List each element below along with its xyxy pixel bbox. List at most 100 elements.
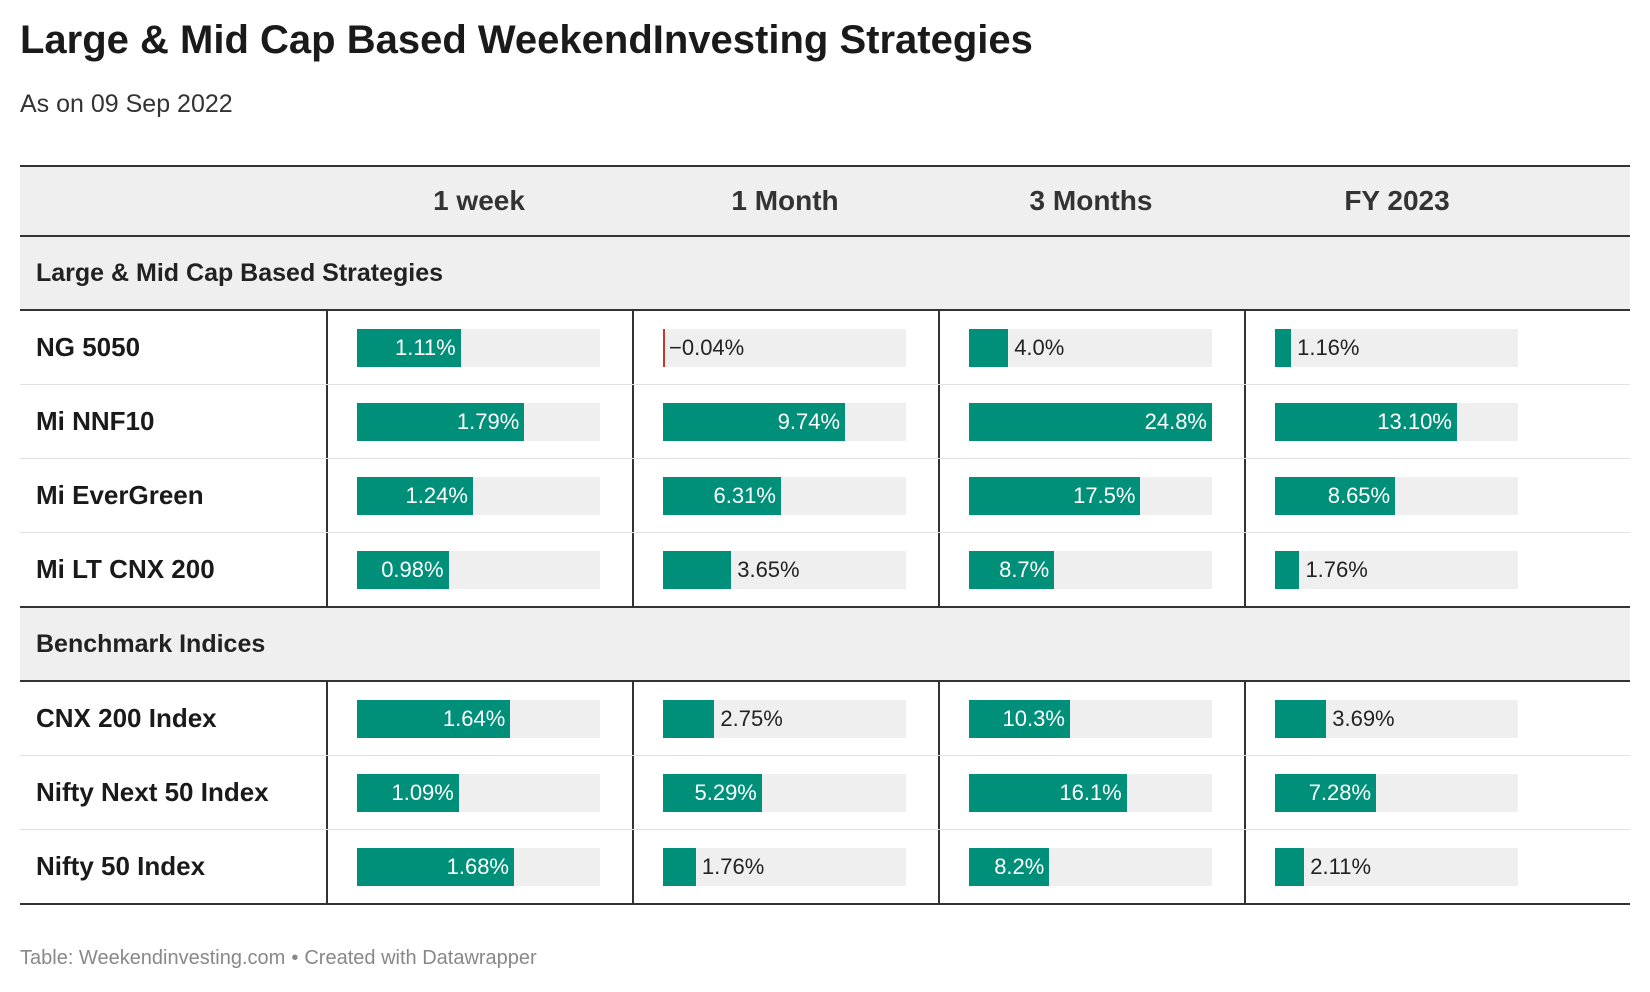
bar-track: 24.8% <box>969 403 1212 441</box>
bar-value-label: 24.8% <box>1144 409 1207 434</box>
column-divider <box>632 830 634 903</box>
bar-fill <box>1275 329 1292 367</box>
row-label: CNX 200 Index <box>36 703 217 733</box>
bar-fill <box>663 477 781 515</box>
bar-value-label: 1.68% <box>446 854 509 879</box>
group-label: Benchmark Indices <box>36 630 266 658</box>
bar-value-label: 1.09% <box>391 780 454 805</box>
column-divider <box>1244 682 1246 755</box>
column-header-1-month: 1 Month <box>731 185 839 216</box>
bar-track: 3.65% <box>663 551 906 589</box>
bar-value-label: 2.75% <box>720 706 783 731</box>
column-divider <box>938 385 940 458</box>
bar-value-label: −0.04% <box>669 335 745 360</box>
table-row: Mi NNF10 1.79% 9.74% 24.8% 13.10% <box>20 385 1630 459</box>
bar-track: 17.5% <box>969 477 1212 515</box>
row-label: Mi NNF10 <box>36 406 155 436</box>
bar-track: 1.64% <box>357 700 600 738</box>
bar-track: 1.76% <box>663 848 906 886</box>
footer-credit: Created with Datawrapper <box>304 947 537 969</box>
row-label: Mi EverGreen <box>36 480 204 510</box>
table-row: NG 5050 1.11% −0.04% 4.0% 1.16% <box>20 311 1630 385</box>
column-divider <box>1244 459 1246 532</box>
footer: Table: Weekendinvesting.com • Created with… <box>20 947 537 970</box>
bar-track: 1.24% <box>357 477 600 515</box>
chart-subtitle: As on 09 Sep 2022 <box>20 90 233 118</box>
data-table: 1 week 1 Month 3 Months FY 2023 Large & Mid… <box>20 165 1630 905</box>
bar-track: 9.74% <box>663 403 906 441</box>
table-row: Mi LT CNX 200 0.98% 3.65% 8.7% 1.76% <box>20 533 1630 608</box>
bar-fill <box>969 477 1141 515</box>
column-divider <box>938 756 940 829</box>
table-row: Nifty 50 Index 1.68% 1.76% 8.2% 2.11% <box>20 830 1630 905</box>
bar-fill <box>969 848 1050 886</box>
column-divider <box>938 682 940 755</box>
bar-fill <box>1275 700 1327 738</box>
bar-value-label: 1.16% <box>1297 335 1360 360</box>
bar-fill <box>1275 551 1300 589</box>
bar-value-label: 10.3% <box>1002 706 1065 731</box>
bar-fill <box>969 700 1070 738</box>
column-header-3-months: 3 Months <box>1029 185 1153 216</box>
bar-value-label: 17.5% <box>1073 483 1136 508</box>
bar-fill <box>663 403 846 441</box>
bar-fill <box>663 551 732 589</box>
footer-source: Table: Weekendinvesting.com <box>20 947 286 969</box>
bar-value-label: 0.98% <box>381 557 444 582</box>
bar-value-label: 8.2% <box>994 854 1045 879</box>
column-divider <box>938 533 940 606</box>
bar-value-label: 1.79% <box>456 409 520 434</box>
bar-fill <box>663 848 696 886</box>
bar-fill <box>357 848 514 886</box>
column-divider <box>326 459 328 532</box>
column-divider <box>632 533 634 606</box>
table-row: Nifty Next 50 Index 1.09% 5.29% 16.1% 7.28% <box>20 756 1630 830</box>
bar-track: 10.3% <box>969 700 1212 738</box>
bar-fill <box>1275 403 1457 441</box>
bar-fill <box>1275 774 1377 812</box>
bar-fill <box>357 700 511 738</box>
column-divider <box>632 459 634 532</box>
column-divider <box>938 830 940 903</box>
bar-value-label: 1.11% <box>394 335 456 360</box>
bar-value-label: 6.31% <box>713 483 776 508</box>
bar-value-label: 9.74% <box>777 409 841 434</box>
column-divider <box>326 385 328 458</box>
column-divider <box>326 533 328 606</box>
bar-track: 1.16% <box>1275 329 1518 367</box>
bar-value-label: 8.65% <box>1327 483 1391 508</box>
bar-track: 16.1% <box>969 774 1212 812</box>
bar-value-label: 13.10% <box>1377 409 1452 434</box>
column-divider <box>632 385 634 458</box>
bar-value-label: 1.24% <box>405 483 468 508</box>
bar-track: 2.11% <box>1275 848 1518 886</box>
row-label: Nifty 50 Index <box>36 851 206 881</box>
row-label: Nifty Next 50 Index <box>36 777 269 807</box>
table-header-row: 1 week 1 Month 3 Months FY 2023 <box>20 165 1630 237</box>
bar-track: 1.11% <box>357 329 600 367</box>
group-label: Large & Mid Cap Based Strategies <box>36 259 444 287</box>
column-divider <box>1244 533 1246 606</box>
column-divider <box>326 756 328 829</box>
bar-track: 6.31% <box>663 477 906 515</box>
footer-separator: • <box>291 947 299 969</box>
bar-track: 4.0% <box>969 329 1212 367</box>
bar-negative-mark <box>663 329 665 367</box>
bar-track: 1.76% <box>1275 551 1518 589</box>
bar-value-label: 3.65% <box>737 557 800 582</box>
bar-value-label: 5.29% <box>694 780 757 805</box>
bar-value-label: 8.7% <box>999 557 1050 582</box>
column-divider <box>938 311 940 384</box>
bar-track: 8.7% <box>969 551 1212 589</box>
bar-fill <box>1275 477 1396 515</box>
bar-track: 5.29% <box>663 774 906 812</box>
bar-value-label: 4.0% <box>1014 335 1065 360</box>
bar-fill <box>969 551 1055 589</box>
bar-value-label: 1.64% <box>442 706 506 731</box>
bar-track: −0.04% <box>663 329 906 367</box>
column-divider <box>1244 385 1246 458</box>
bar-value-label: 1.76% <box>1305 557 1368 582</box>
column-divider <box>1244 756 1246 829</box>
column-header-1-week: 1 week <box>433 185 525 216</box>
